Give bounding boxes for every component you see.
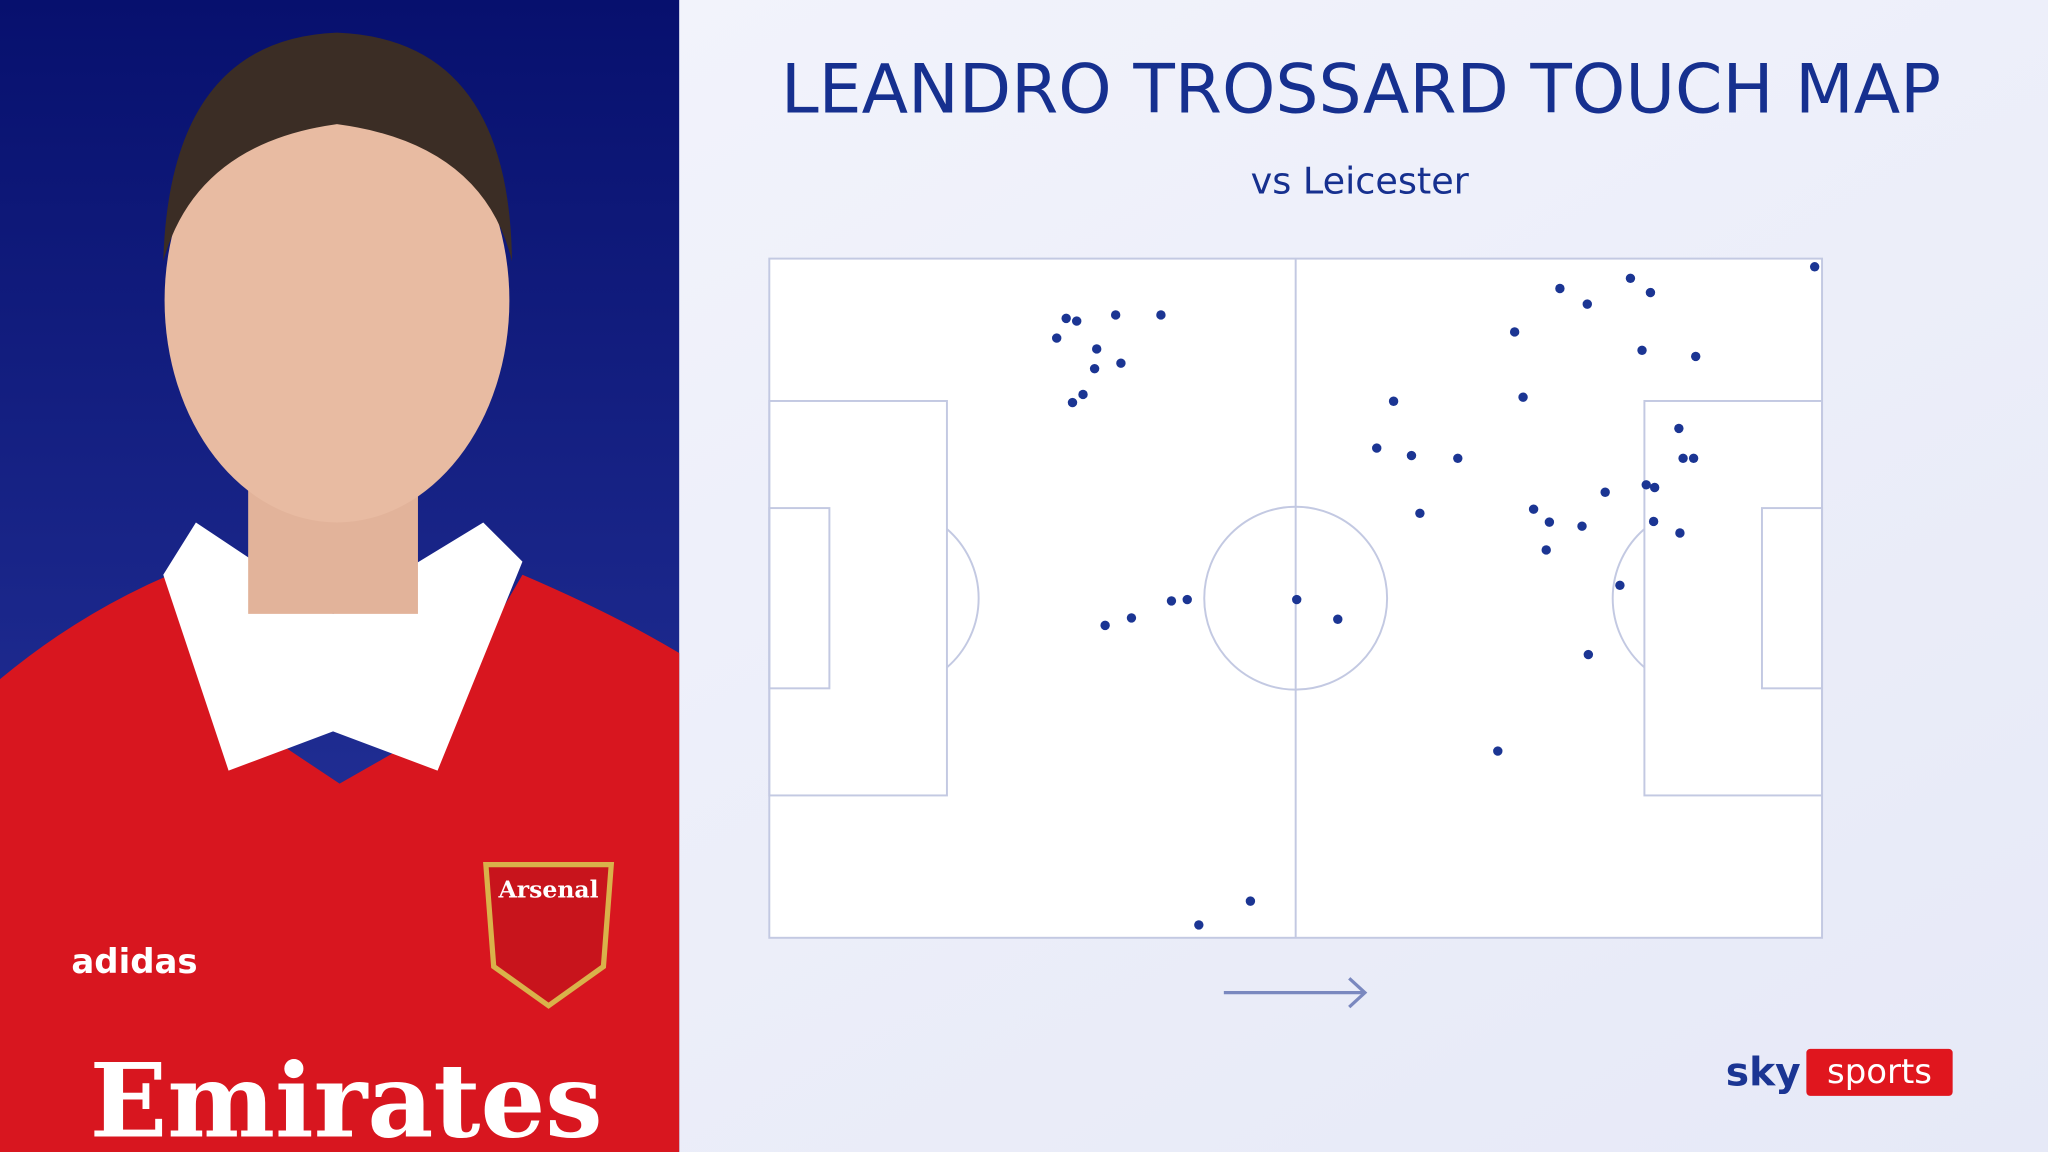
touch-point xyxy=(1577,521,1587,531)
touch-point xyxy=(1194,920,1204,930)
hair xyxy=(163,32,512,262)
six-yard-box xyxy=(1760,507,1824,690)
touch-point xyxy=(1182,594,1192,605)
maker-text: adidas xyxy=(71,942,197,982)
touch-point xyxy=(1166,596,1177,606)
touch-point xyxy=(1555,283,1565,294)
touch-point xyxy=(1528,504,1539,514)
touch-point xyxy=(1688,453,1699,463)
touch-point xyxy=(1453,453,1463,463)
face xyxy=(164,78,510,523)
touch-point xyxy=(1333,614,1343,624)
touch-point xyxy=(1583,649,1594,660)
touch-point xyxy=(1292,594,1302,605)
logo-sky: sky xyxy=(1726,1050,1801,1095)
touch-point xyxy=(1541,545,1551,555)
touch-point xyxy=(1678,453,1688,463)
logo-box xyxy=(1806,1048,1953,1096)
penalty-arc xyxy=(1611,528,1646,669)
six-yard-box xyxy=(768,507,831,690)
touch-point xyxy=(1493,746,1503,756)
touch-point xyxy=(1625,273,1636,284)
touch-point xyxy=(1415,508,1425,519)
touch-point xyxy=(1100,620,1110,631)
touch-point xyxy=(1245,896,1256,906)
sponsor-text: Emirates xyxy=(90,1041,603,1152)
touch-point xyxy=(1641,480,1651,490)
touch-point xyxy=(1078,389,1088,400)
touch-point xyxy=(1092,344,1102,354)
crest xyxy=(483,862,615,1009)
touch-point xyxy=(1372,443,1382,453)
touch-point xyxy=(1600,487,1610,497)
touch-point xyxy=(1052,333,1062,343)
touch-point xyxy=(1645,287,1656,298)
touch-point xyxy=(1067,397,1078,408)
touch-point xyxy=(1388,396,1399,406)
touch-point xyxy=(1691,351,1701,362)
touch-point xyxy=(1809,262,1820,272)
touch-point xyxy=(1116,358,1126,368)
touch-point xyxy=(1615,580,1625,591)
chart-subtitle: vs Leicester xyxy=(1251,159,1470,202)
touch-point xyxy=(1544,517,1555,527)
chart-title: LEANDRO TROSSARD TOUCH MAP xyxy=(781,51,1941,130)
touch-point xyxy=(1110,310,1121,320)
centre-circle xyxy=(1203,505,1389,691)
touch-point xyxy=(1582,299,1592,309)
logo: sky sports xyxy=(1726,1048,1953,1096)
touch-point xyxy=(1675,528,1685,538)
player-image: Arsenal adidas Emirates xyxy=(0,0,680,1152)
touch-point xyxy=(1126,613,1137,623)
touch-point xyxy=(1089,363,1100,374)
touch-point xyxy=(1061,313,1071,324)
touch-point xyxy=(1072,316,1082,326)
touch-point xyxy=(1648,516,1659,527)
touch-point xyxy=(1637,345,1647,356)
touch-point xyxy=(1518,392,1528,402)
touches xyxy=(1052,262,1820,930)
crest-text: Arsenal xyxy=(498,875,599,903)
arrow-head xyxy=(1348,977,1368,1009)
touch-point xyxy=(1156,310,1166,320)
touch-point xyxy=(1509,327,1520,337)
shirt xyxy=(0,574,680,1152)
logo-sports: sports xyxy=(1827,1052,1932,1092)
touch-point xyxy=(1649,482,1660,493)
touch-point xyxy=(1406,450,1417,461)
penalty-arc xyxy=(946,528,980,669)
direction-arrow xyxy=(1223,977,1368,1009)
touch-point xyxy=(1674,423,1684,434)
